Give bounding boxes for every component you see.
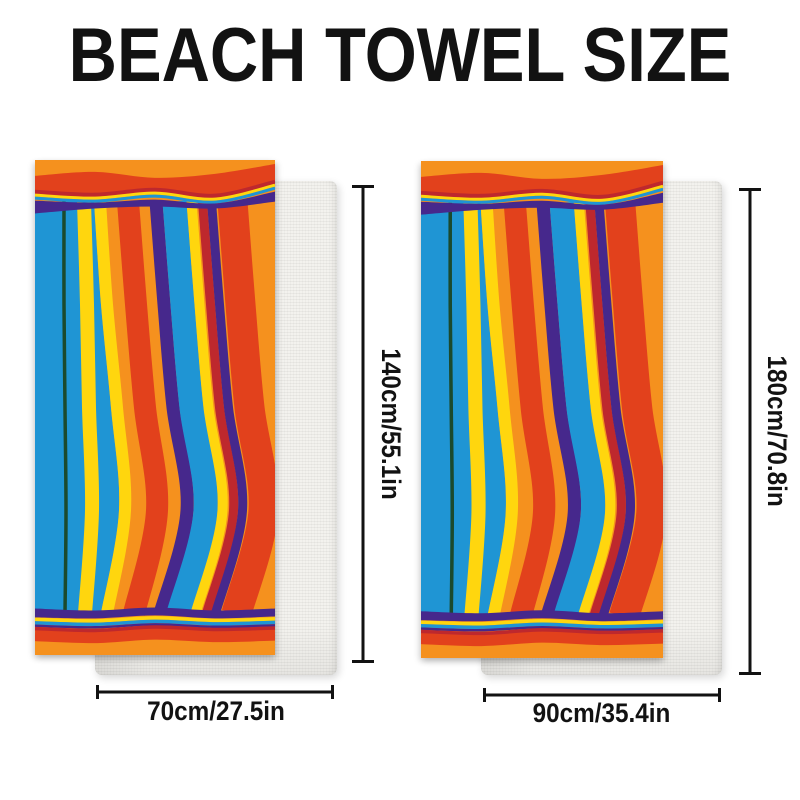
height-dimension-line — [352, 185, 374, 663]
page-title: BEACH TOWEL SIZE — [68, 12, 732, 98]
width-dimension-line — [483, 687, 721, 703]
height-dimension-line — [739, 188, 761, 675]
width-dimension-label: 90cm/35.4in — [532, 698, 671, 728]
towel-print-small — [35, 160, 275, 655]
height-dimension-label: 180cm/70.8in — [762, 355, 792, 508]
towel-print-large — [421, 161, 663, 658]
width-dimension-line — [96, 684, 334, 700]
width-dimension-label: 70cm/27.5in — [147, 696, 285, 726]
towel-stripes-artwork — [421, 161, 663, 658]
height-dimension-label: 140cm/55.1in — [376, 348, 406, 500]
towel-stripes-artwork — [35, 160, 275, 655]
